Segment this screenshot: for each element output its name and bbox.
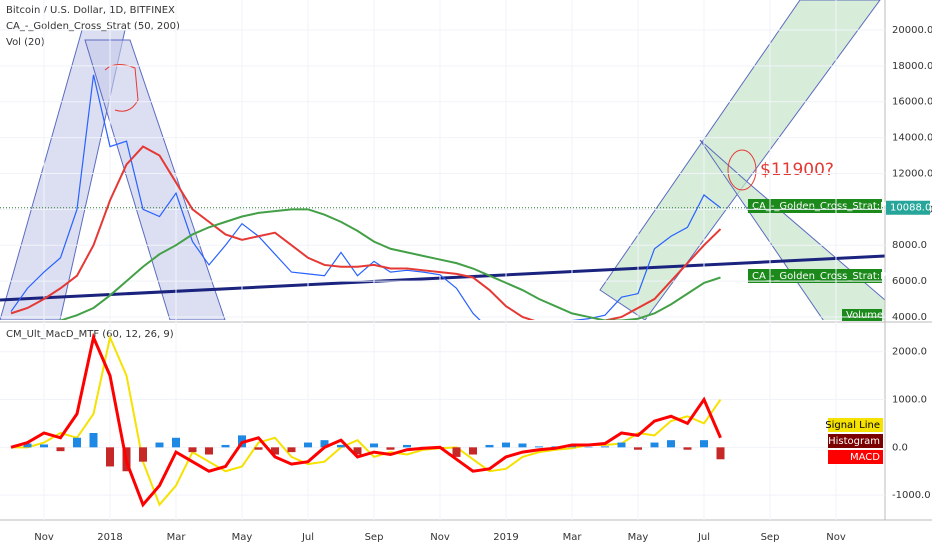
histogram-bar — [23, 443, 32, 448]
x-tick-label: Nov — [430, 532, 450, 543]
y-tick-label: 20000.0 — [892, 25, 932, 36]
indicator-name: Vol (20) — [6, 37, 45, 48]
histogram-bar — [370, 443, 378, 448]
histogram-bar — [73, 437, 81, 448]
histogram-bar — [386, 447, 395, 450]
histogram-bar — [304, 442, 312, 448]
histogram-bar — [106, 447, 114, 467]
histogram-bar — [535, 446, 543, 448]
y-tick-label: -1000.0 — [892, 490, 931, 501]
histogram-bar — [188, 447, 197, 453]
histogram-bar — [172, 437, 180, 448]
histogram-bar — [634, 447, 642, 450]
legend-bg — [828, 450, 883, 464]
macd-pane — [10, 332, 725, 508]
histogram-bar — [700, 440, 708, 448]
legend-bg — [828, 418, 883, 432]
x-tick-label: Sep — [761, 532, 780, 543]
y-tick-label: 0.0 — [892, 442, 908, 453]
histogram-bar — [205, 447, 213, 455]
histogram-bar — [469, 447, 477, 455]
y-tick-label: 14000.0 — [892, 133, 932, 144]
histogram-bar — [40, 444, 48, 448]
legend-bg — [828, 434, 883, 448]
y-tick-label: 18000.0 — [892, 61, 932, 72]
x-tick-label: May — [628, 532, 649, 543]
legend-label: Signal Line — [825, 420, 880, 431]
last-price-bg — [886, 200, 930, 215]
histogram-bar — [89, 432, 98, 448]
y-tick-label: 6000.0 — [892, 276, 927, 287]
series-line — [58, 208, 721, 320]
series-line — [10, 145, 722, 320]
histogram-bar — [667, 440, 675, 448]
x-tick-label: Mar — [563, 532, 583, 543]
legend-label: MACD — [850, 452, 880, 463]
drawings — [0, 0, 885, 320]
histogram-bar — [716, 447, 725, 460]
indicator-name: CM_Ult_MacD_MTF (60, 12, 26, 9) — [6, 329, 174, 340]
strategy-label: CA_-_Golden_Cross_Strat:Plot — [752, 271, 899, 282]
histogram-bar — [617, 442, 626, 448]
series-line — [10, 74, 721, 320]
histogram-bar — [337, 444, 345, 448]
indicator-name: CA_-_Golden_Cross_Strat (50, 200) — [6, 21, 180, 32]
y-tick-label: 2000.0 — [892, 347, 927, 358]
x-tick-label: Mar — [167, 532, 187, 543]
histogram-bar — [403, 444, 411, 448]
strategy-label: CA_-_Golden_Cross_Strat:Plot — [752, 201, 899, 212]
histogram-bar — [287, 447, 296, 453]
volume-tag: Volume — [846, 310, 883, 321]
volume-tag-bg — [842, 309, 882, 321]
price-pane — [10, 74, 722, 320]
x-tick-label: 2018 — [97, 532, 122, 543]
histogram-bar — [518, 443, 527, 448]
x-tick-label: Nov — [826, 532, 846, 543]
chart-title: Bitcoin / U.S. Dollar, 1D, BITFINEX — [6, 5, 175, 16]
strategy-label-bg — [748, 269, 882, 283]
histogram-bar — [353, 447, 362, 455]
x-tick-label: Jul — [697, 532, 710, 543]
histogram-bar — [320, 440, 329, 448]
y-tick-label: 1000.0 — [892, 395, 927, 406]
last-price-label: 10088.0 — [890, 203, 931, 214]
histogram-bar — [683, 447, 692, 450]
x-tick-label: 2019 — [493, 532, 518, 543]
y-tick-label: 16000.0 — [892, 97, 932, 108]
histogram-bar — [271, 447, 279, 455]
histogram-bar — [155, 442, 164, 448]
x-tick-label: Jul — [301, 532, 314, 543]
y-tick-label: 4000.0 — [892, 312, 927, 323]
x-tick-label: May — [232, 532, 253, 543]
histogram-bar — [452, 447, 461, 457]
histogram-bar — [601, 446, 609, 448]
x-tick-label: Nov — [34, 532, 54, 543]
histogram-bar — [221, 444, 230, 448]
histogram-bar — [650, 442, 659, 448]
legend-label: Histogram — [828, 436, 880, 447]
histogram-bar — [56, 447, 65, 452]
annotation: $11900? — [760, 160, 834, 180]
histogram-bar — [254, 447, 263, 450]
y-tick-label: 8000.0 — [892, 240, 927, 251]
x-tick-label: Sep — [365, 532, 384, 543]
histogram-bar — [502, 442, 510, 448]
histogram-bar — [139, 447, 147, 462]
histogram-bar — [568, 445, 576, 448]
series-line — [10, 332, 722, 508]
histogram-bar — [485, 444, 494, 448]
y-tick-label: 12000.0 — [892, 168, 932, 179]
